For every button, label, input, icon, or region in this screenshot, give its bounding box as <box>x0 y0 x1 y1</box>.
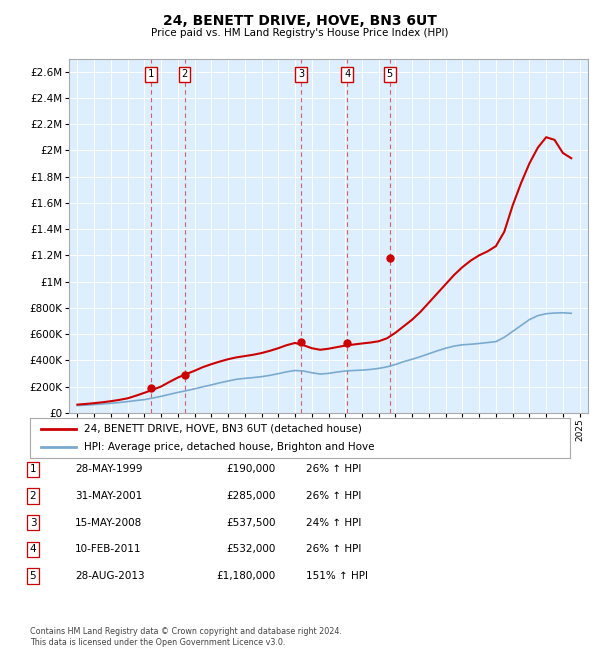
Text: 4: 4 <box>29 544 37 554</box>
Text: 10-FEB-2011: 10-FEB-2011 <box>75 544 142 554</box>
Text: 1: 1 <box>29 464 37 474</box>
Text: £285,000: £285,000 <box>227 491 276 501</box>
Text: 15-MAY-2008: 15-MAY-2008 <box>75 517 142 528</box>
Text: Price paid vs. HM Land Registry's House Price Index (HPI): Price paid vs. HM Land Registry's House … <box>151 28 449 38</box>
Text: 28-MAY-1999: 28-MAY-1999 <box>75 464 143 474</box>
Text: 4: 4 <box>344 70 350 79</box>
Text: 5: 5 <box>29 571 37 581</box>
Text: 2: 2 <box>182 70 188 79</box>
Text: 3: 3 <box>298 70 304 79</box>
Text: 151% ↑ HPI: 151% ↑ HPI <box>306 571 368 581</box>
Text: 26% ↑ HPI: 26% ↑ HPI <box>306 464 361 474</box>
Text: 24, BENETT DRIVE, HOVE, BN3 6UT (detached house): 24, BENETT DRIVE, HOVE, BN3 6UT (detache… <box>84 424 362 434</box>
Text: £1,180,000: £1,180,000 <box>217 571 276 581</box>
Text: 3: 3 <box>29 517 37 528</box>
Text: 24% ↑ HPI: 24% ↑ HPI <box>306 517 361 528</box>
Text: £190,000: £190,000 <box>227 464 276 474</box>
Text: 1: 1 <box>148 70 154 79</box>
Text: HPI: Average price, detached house, Brighton and Hove: HPI: Average price, detached house, Brig… <box>84 443 374 452</box>
Text: 24, BENETT DRIVE, HOVE, BN3 6UT: 24, BENETT DRIVE, HOVE, BN3 6UT <box>163 14 437 29</box>
Text: 28-AUG-2013: 28-AUG-2013 <box>75 571 145 581</box>
Text: 5: 5 <box>386 70 393 79</box>
Text: £532,000: £532,000 <box>227 544 276 554</box>
Text: 31-MAY-2001: 31-MAY-2001 <box>75 491 142 501</box>
Text: Contains HM Land Registry data © Crown copyright and database right 2024.
This d: Contains HM Land Registry data © Crown c… <box>30 627 342 647</box>
Text: £537,500: £537,500 <box>227 517 276 528</box>
Text: 26% ↑ HPI: 26% ↑ HPI <box>306 491 361 501</box>
Text: 2: 2 <box>29 491 37 501</box>
Text: 26% ↑ HPI: 26% ↑ HPI <box>306 544 361 554</box>
